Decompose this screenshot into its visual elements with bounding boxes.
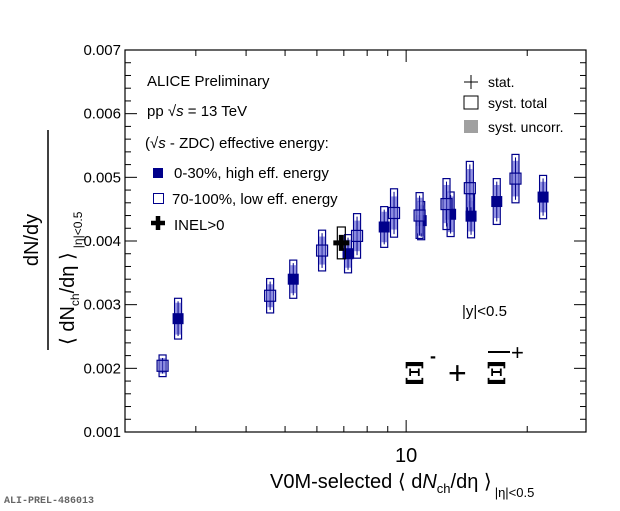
y-tick-label: 0.003 — [83, 297, 121, 314]
syst-total-box — [158, 354, 167, 378]
experiment-label: ALICE Preliminary — [147, 73, 270, 90]
data-point-open — [413, 209, 426, 222]
rapidity-label: |y|<0.5 — [462, 303, 507, 320]
stat-plus-icon — [464, 75, 478, 89]
data-point-filled — [537, 191, 549, 203]
y-den-pre: ⟨ dN — [57, 306, 79, 345]
legend-marker-open-square — [153, 193, 164, 204]
selection-label: (√s - ZDC) effective energy: — [145, 135, 329, 152]
y-tick-label: 0.007 — [83, 42, 121, 59]
x-title-mid: /dη ⟩ — [451, 471, 492, 493]
data-point-open — [156, 359, 169, 372]
selection-post: - ZDC) effective energy: — [166, 135, 329, 152]
data-point-open — [315, 244, 329, 257]
y-tick-label: 0.004 — [83, 233, 121, 250]
data-point-open — [509, 172, 522, 185]
x-title-N: N — [422, 471, 437, 493]
data-point-filled — [378, 221, 390, 233]
data-point-filled — [465, 210, 477, 222]
data-point-filled — [172, 313, 184, 325]
plus-sign: + — [448, 355, 467, 391]
data-point-filled — [445, 208, 457, 220]
data-point-open — [440, 197, 453, 211]
data-point-open — [350, 229, 364, 243]
system-pre: pp — [147, 103, 168, 120]
system-label: pp √s = 13 TeV — [147, 103, 247, 120]
syst-total-box — [389, 188, 399, 238]
syst-uncorr-box-icon — [464, 120, 478, 133]
data-points — [156, 153, 549, 378]
x-title-sub: |η|<0.5 — [495, 485, 535, 500]
figure-id-label: ALI-PREL-486013 — [4, 496, 94, 507]
data-point-filled — [491, 196, 503, 208]
y-axis: 0.001 0.002 0.003 0.004 0.005 0.006 0.007 — [83, 42, 586, 441]
x-axis-title: V0M-selected ⟨ dNch/dη ⟩ |η|<0.5 — [270, 471, 534, 500]
series-2 — [333, 226, 350, 260]
legend-label-2: INEL>0 — [174, 217, 224, 234]
y-tick-label: 0.002 — [83, 360, 121, 377]
antixi-symbol: Ξ — [486, 357, 507, 392]
uncertainty-label-stat: stat. — [488, 74, 514, 90]
y-tick-label: 0.001 — [83, 424, 121, 441]
xi-symbol: Ξ — [404, 357, 425, 392]
antixi-charge: + — [511, 340, 524, 365]
y-tick-label: 0.006 — [83, 106, 121, 123]
data-point-filled — [287, 273, 299, 285]
legend-label-1: 70-100%, low eff. energy — [172, 191, 338, 208]
syst-total-box — [465, 160, 474, 216]
legend-marker-filled-square — [153, 168, 163, 178]
series-1 — [156, 153, 522, 378]
uncertainty-label-syst-total: syst. total — [488, 95, 547, 111]
selection-s: s — [158, 135, 166, 152]
x-title-pre: V0M-selected ⟨ d — [270, 471, 422, 493]
sqrt-icon: √ — [150, 135, 159, 152]
data-point-cross — [333, 234, 350, 251]
selection-pre: ( — [145, 135, 150, 152]
syst-total-box — [415, 192, 424, 240]
system-s: s — [176, 103, 184, 120]
syst-total-box — [442, 178, 451, 231]
y-tick-label: 0.005 — [83, 169, 121, 186]
y-axis-title: dN/dy ⟨ dNch/dη ⟩ |η|<0.5 — [21, 130, 85, 350]
y-den-sub: |η|<0.5 — [71, 211, 85, 248]
legend-label-0: 0-30%, high eff. energy — [174, 165, 329, 182]
xi-charge: - — [430, 346, 436, 366]
y-den-ch: ch — [68, 293, 82, 306]
x-title-ch: ch — [437, 481, 451, 496]
syst-total-box — [352, 213, 362, 259]
data-point-open — [387, 206, 401, 220]
y-axis-title-denominator: ⟨ dNch/dη ⟩ |η|<0.5 — [57, 211, 85, 345]
uncertainty-label-syst-uncorr: syst. uncorr. — [488, 119, 563, 135]
sqrt-icon: √ — [168, 103, 177, 120]
data-point-open — [463, 182, 476, 195]
legend-marker-cross — [151, 216, 165, 230]
data-point-open — [264, 289, 277, 302]
uncertainty-legend: stat. syst. total syst. uncorr. — [463, 74, 563, 135]
syst-total-box-icon — [463, 95, 479, 110]
particle-label: Ξ - + Ξ + — [404, 340, 524, 392]
y-axis-title-numerator: dN/dy — [21, 214, 43, 266]
syst-total-box — [511, 153, 520, 204]
syst-total-box — [266, 277, 275, 314]
system-post: = 13 TeV — [184, 103, 248, 120]
legend: 0-30%, high eff. energy 70-100%, low eff… — [151, 165, 338, 234]
y-den-mid: /dη ⟩ — [57, 252, 79, 293]
x-tick-label: 10 — [395, 445, 417, 467]
syst-total-box — [317, 229, 327, 272]
x-axis: 10 — [195, 50, 528, 467]
data-point-filled — [342, 248, 354, 260]
